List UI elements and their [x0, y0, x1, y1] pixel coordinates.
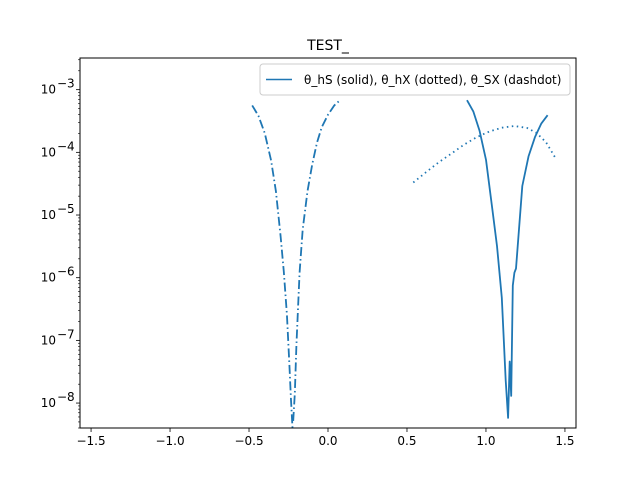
y-tick-exponent: −4	[57, 139, 75, 153]
series-line-dotted	[412, 125, 557, 184]
x-tick-label: 1.0	[476, 434, 495, 448]
y-axis: 10−810−710−610−510−410−3	[41, 59, 80, 429]
y-tick-label: 10	[41, 208, 56, 222]
x-tick-label: −1.5	[76, 434, 105, 448]
y-tick-exponent: −7	[57, 327, 75, 341]
y-tick-label: 10	[41, 145, 56, 159]
y-tick-label: 10	[41, 333, 56, 347]
y-tick-label: 10	[41, 271, 56, 285]
y-tick-label: 10	[41, 396, 56, 410]
x-tick-label: 0.0	[318, 434, 337, 448]
series-line-solid	[466, 99, 549, 419]
x-tick-label: 0.5	[397, 434, 416, 448]
y-tick-exponent: −5	[57, 202, 75, 216]
plot-area	[251, 99, 557, 429]
y-tick-exponent: −6	[57, 265, 75, 279]
legend: θ_hS (solid), θ_hX (dotted), θ_SX (dashd…	[259, 63, 571, 96]
chart-title: TEST_	[306, 38, 350, 54]
legend-box	[259, 63, 571, 96]
series-line-dashdot	[292, 100, 340, 421]
y-tick-exponent: −8	[57, 390, 75, 404]
series-line-dashdot	[251, 104, 294, 429]
x-tick-label: 1.5	[555, 434, 574, 448]
x-tick-label: −0.5	[234, 434, 263, 448]
legend-label: θ_hS (solid), θ_hX (dotted), θ_SX (dashd…	[304, 73, 561, 87]
y-tick-label: 10	[41, 83, 56, 97]
y-tick-exponent: −3	[57, 77, 75, 91]
x-axis: −1.5 −1.0 −0.5 0.0 0.5 1.0 1.5	[76, 428, 574, 448]
axes-frame	[79, 57, 577, 429]
x-tick-label: −1.0	[155, 434, 184, 448]
